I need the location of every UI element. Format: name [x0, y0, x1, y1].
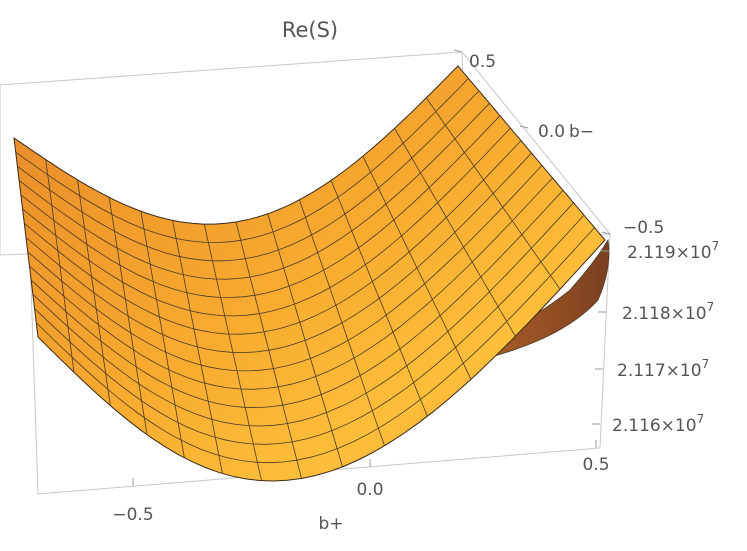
y-tick-label: −0.5 — [623, 218, 664, 238]
mesh-line — [34, 214, 585, 445]
x-tick-label: 0.0 — [356, 480, 383, 500]
y-axis: 0.5 0.0 b− −0.5 — [469, 52, 664, 238]
mesh-line — [27, 165, 543, 372]
surface-main — [13, 65, 606, 482]
mesh-line — [425, 97, 561, 290]
y-tick-mark — [453, 49, 463, 53]
x-tick-label: −0.5 — [112, 505, 153, 525]
mesh-line — [394, 128, 516, 337]
mesh-line — [25, 152, 532, 354]
x-tick-label: 0.5 — [582, 455, 609, 475]
mesh-line — [30, 190, 564, 409]
z-axis: 2.119×107 2.118×107 2.117×107 2.116×107 — [612, 239, 719, 436]
chart-title: Re(S) — [282, 18, 338, 42]
z-tick-label: 2.119×107 — [627, 239, 719, 263]
z-tick-label: 2.117×107 — [617, 357, 709, 381]
mesh-line — [29, 177, 553, 390]
mesh-line — [36, 227, 595, 464]
y-axis-label: b− — [569, 122, 594, 142]
mesh-line — [267, 213, 343, 467]
mesh-line — [32, 202, 574, 427]
y-tick-mark — [601, 231, 611, 235]
x-axis-label: b+ — [318, 514, 343, 534]
z-tick-label: 2.118×107 — [622, 300, 714, 324]
mesh-line — [330, 180, 428, 417]
surface — [13, 65, 610, 482]
mesh-line — [299, 199, 385, 446]
z-tick-label: 2.116×107 — [612, 412, 704, 436]
mesh-line — [362, 156, 472, 380]
axis-ticks — [132, 49, 611, 486]
y-tick-label: 0.5 — [469, 52, 496, 72]
y-tick-mark — [519, 125, 529, 129]
y-tick-label: 0.0 — [538, 122, 565, 142]
x-axis: −0.5 0.0 0.5 b+ — [112, 455, 609, 534]
surface-mesh — [15, 78, 595, 481]
